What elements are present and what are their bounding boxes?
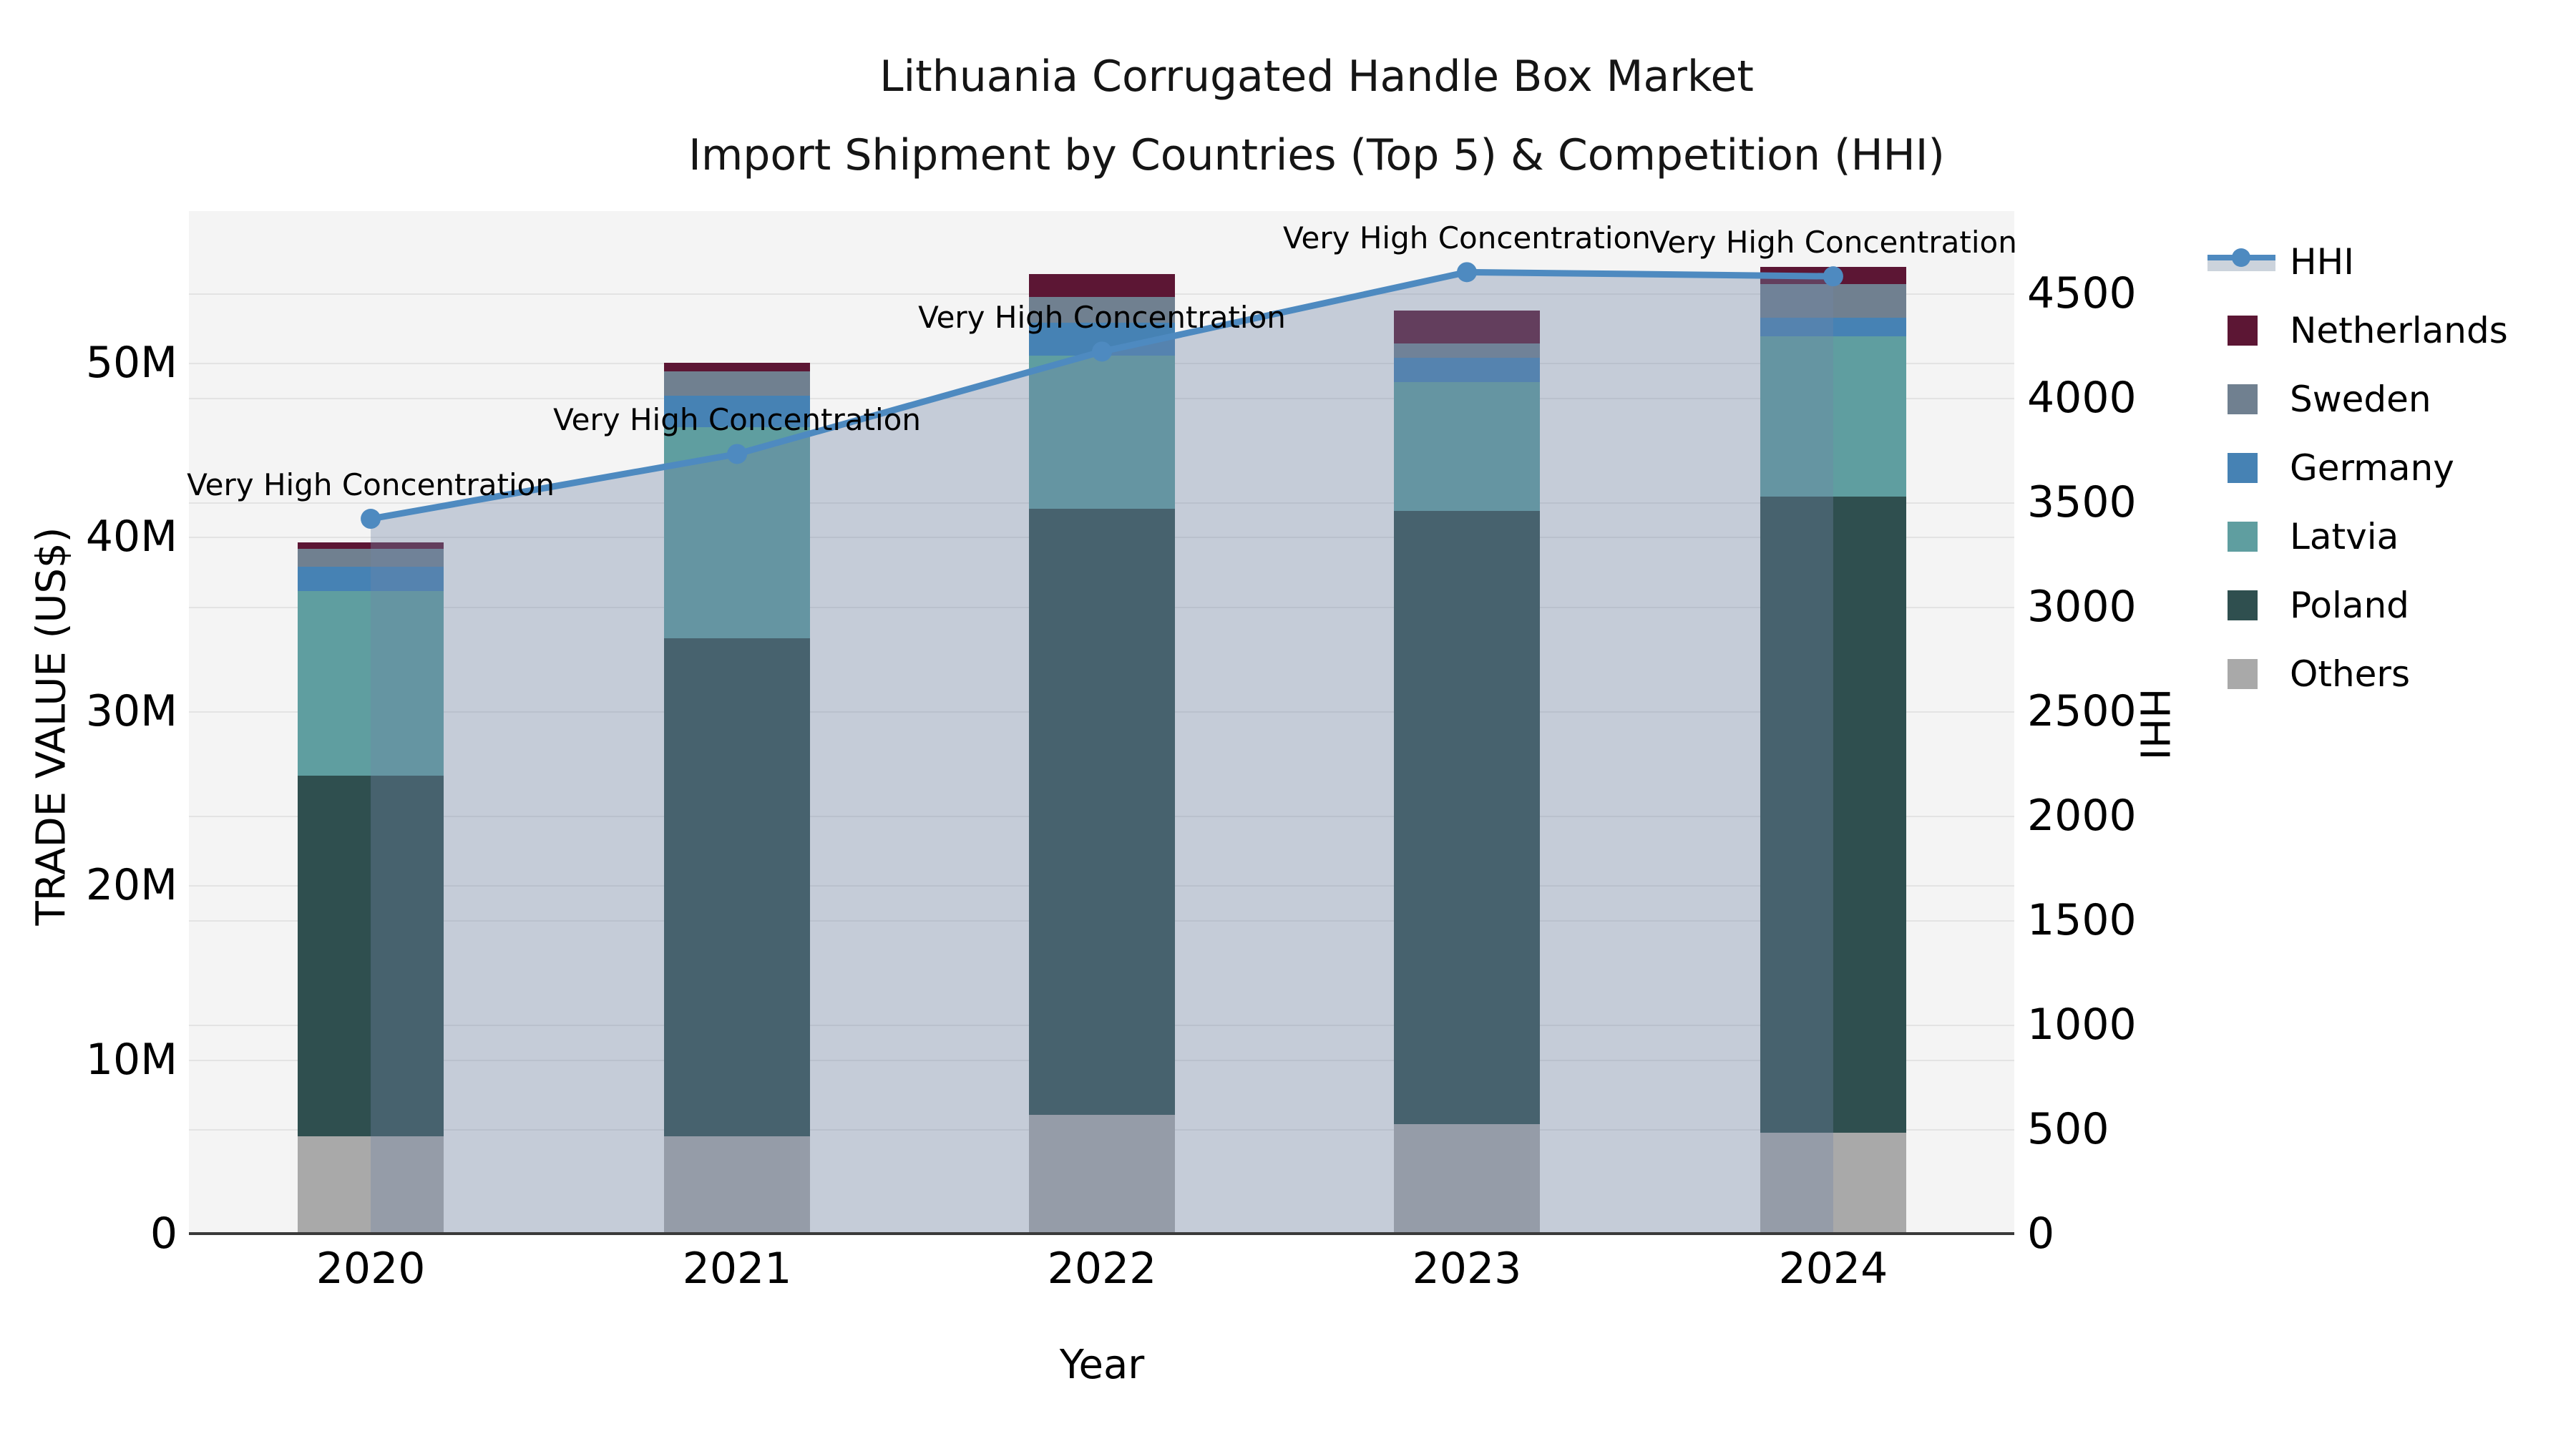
bar-2023-germany (1393, 357, 1540, 382)
annotation-2020: Very High Concentration (187, 467, 555, 503)
bar-2021-sweden (664, 371, 811, 396)
legend-label-sweden: Sweden (2290, 379, 2431, 420)
y-right-tick-3500: 3500 (2027, 477, 2137, 527)
y-axis-right-title: HHI (2130, 688, 2177, 761)
bar-2020-germany (298, 566, 444, 591)
x-tick-2024: 2024 (1778, 1244, 1888, 1294)
bar-2022-netherlands (1029, 273, 1175, 297)
x-axis-spine (189, 1232, 2014, 1235)
hhi-overlay (361, 262, 1843, 1234)
annotation-2023: Very High Concentration (1283, 220, 1651, 256)
x-axis-title: Year (1059, 1342, 1145, 1388)
legend-item-others: Others (2207, 640, 2565, 708)
bar-2023-netherlands (1393, 310, 1540, 344)
legend-swatch-others (2228, 659, 2258, 689)
hhi-legend-swatch (2207, 248, 2275, 274)
y-right-tick-4000: 4000 (2027, 372, 2137, 423)
legend-item-sweden: Sweden (2207, 365, 2565, 434)
bar-2021-germany (664, 396, 811, 428)
plot-area (189, 211, 2014, 1234)
bar-2023-latvia (1393, 381, 1540, 511)
legend-item-germany: Germany (2207, 434, 2565, 502)
x-tick-2022: 2022 (1047, 1244, 1157, 1294)
legend-item-latvia: Latvia (2207, 502, 2565, 571)
y-right-tick-0: 0 (2027, 1209, 2055, 1259)
y-left-tick-0: 0 (150, 1209, 177, 1259)
x-tick-2021: 2021 (682, 1244, 792, 1294)
legend-swatch-netherlands (2228, 316, 2258, 346)
annotation-2021: Very High Concentration (553, 402, 921, 438)
legend-swatch-poland (2228, 590, 2258, 620)
y-right-tick-1000: 1000 (2027, 999, 2137, 1050)
bar-2021-netherlands (664, 363, 811, 372)
bar-2022-poland (1029, 509, 1175, 1116)
bar-2023-sweden (1393, 343, 1540, 358)
bar-2024-germany (1760, 317, 1906, 337)
y-left-tick-20M: 20M (85, 860, 177, 911)
bar-2024-latvia (1760, 336, 1906, 497)
legend-label-latvia: Latvia (2290, 516, 2399, 557)
y-left-tick-30M: 30M (85, 686, 177, 736)
annotation-2024: Very High Concentration (1649, 225, 2017, 260)
bar-2020-poland (298, 775, 444, 1136)
chart-title-line2: Import Shipment by Countries (Top 5) & C… (688, 130, 1945, 180)
y-axis-left-title: TRADE VALUE (US$) (28, 527, 75, 926)
legend-label-others: Others (2290, 653, 2411, 695)
bar-2020-others (298, 1136, 444, 1234)
bar-2024-others (1760, 1132, 1906, 1234)
y-right-tick-3000: 3000 (2027, 581, 2137, 632)
legend-label-poland: Poland (2290, 585, 2409, 626)
bar-2020-latvia (298, 590, 444, 776)
bar-2020-sweden (298, 549, 444, 567)
bar-2021-poland (664, 638, 811, 1136)
bar-2023-others (1393, 1123, 1540, 1234)
hhi-area (371, 272, 1833, 1234)
y-right-tick-1500: 1500 (2027, 894, 2137, 945)
legend-label-germany: Germany (2290, 447, 2454, 489)
legend-swatch-germany (2228, 453, 2258, 483)
bar-2022-sweden (1029, 296, 1175, 323)
legend-label-netherlands: Netherlands (2290, 310, 2508, 351)
chart-title-line1: Lithuania Corrugated Handle Box Market (879, 52, 1754, 102)
x-tick-2023: 2023 (1412, 1244, 1522, 1294)
legend-label-hhi: HHI (2290, 241, 2354, 283)
bar-2021-others (664, 1136, 811, 1234)
hhi-legend-marker-dot (2232, 248, 2250, 267)
y-right-tick-2500: 2500 (2027, 686, 2137, 736)
bar-2022-others (1029, 1115, 1175, 1234)
legend-item-netherlands: Netherlands (2207, 296, 2565, 365)
legend-swatch-sweden (2228, 384, 2258, 414)
y-right-tick-500: 500 (2027, 1103, 2109, 1154)
y-left-tick-50M: 50M (85, 338, 177, 388)
bar-2020-netherlands (298, 542, 444, 550)
y-right-tick-4500: 4500 (2027, 268, 2137, 318)
bar-2022-latvia (1029, 356, 1175, 509)
legend-swatch-latvia (2228, 522, 2258, 552)
bar-2023-poland (1393, 510, 1540, 1124)
y-left-tick-40M: 40M (85, 512, 177, 562)
x-tick-2020: 2020 (316, 1244, 426, 1294)
annotation-2022: Very High Concentration (918, 300, 1286, 336)
bar-2024-poland (1760, 497, 1906, 1133)
y-left-tick-10M: 10M (85, 1034, 177, 1085)
legend-item-hhi: HHI (2207, 228, 2565, 296)
hhi-marker-2024 (1823, 266, 1843, 287)
hhi-marker-2023 (1456, 262, 1477, 283)
legend-item-poland: Poland (2207, 571, 2565, 640)
y-right-tick-2000: 2000 (2027, 790, 2137, 841)
bar-2024-sweden (1760, 284, 1906, 318)
hhi-marker-2021 (727, 444, 748, 464)
hhi-marker-2020 (361, 509, 381, 530)
hhi-marker-2022 (1092, 341, 1113, 362)
